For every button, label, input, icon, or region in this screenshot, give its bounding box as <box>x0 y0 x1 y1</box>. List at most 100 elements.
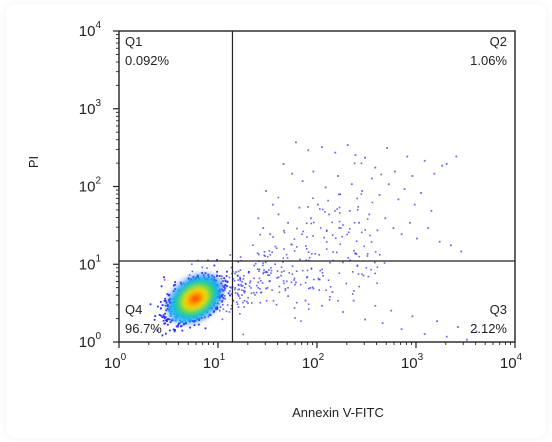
event-dot <box>229 286 231 288</box>
event-dot <box>323 236 325 239</box>
event-dot <box>237 294 239 296</box>
event-dot <box>348 228 351 230</box>
event-dot <box>308 287 310 290</box>
event-dot <box>352 271 354 273</box>
event-dot <box>305 222 308 225</box>
event-dot <box>228 311 231 313</box>
event-dot <box>328 299 331 301</box>
event-dot <box>337 300 339 302</box>
event-dot <box>236 274 239 277</box>
event-dot <box>161 304 164 306</box>
y-axis-ticks: 100 101 102 103 104 <box>79 20 119 351</box>
event-dot <box>161 334 164 337</box>
event-dot <box>374 166 377 169</box>
event-dot <box>300 320 302 322</box>
event-dot <box>282 280 285 282</box>
event-dot <box>363 245 365 248</box>
x-tick-label: 103 <box>401 352 424 372</box>
event-dot <box>358 255 361 258</box>
event-dot <box>378 194 381 196</box>
event-dot <box>277 276 280 279</box>
event-dot <box>276 277 278 279</box>
event-dot <box>271 289 273 291</box>
event-dot <box>226 285 228 288</box>
event-dot <box>249 282 251 284</box>
event-dot <box>257 281 260 284</box>
event-dot <box>266 271 269 273</box>
event-dot <box>356 197 359 200</box>
event-dot <box>366 255 369 257</box>
event-dot <box>228 276 231 279</box>
event-dot <box>376 229 379 232</box>
event-dot <box>321 304 323 307</box>
event-dot <box>163 300 166 302</box>
event-dot <box>304 299 307 302</box>
event-dot <box>466 338 468 341</box>
event-dot <box>163 317 166 320</box>
event-dot <box>304 281 307 284</box>
event-dot <box>314 253 316 255</box>
x-tick-label: 102 <box>302 352 325 372</box>
event-dot <box>338 220 341 223</box>
event-dot <box>213 264 216 267</box>
event-dot <box>386 147 388 149</box>
event-dot <box>345 282 348 285</box>
event-dot <box>457 326 459 328</box>
event-dot <box>411 315 414 318</box>
event-dot <box>322 275 324 277</box>
event-dot <box>268 269 270 271</box>
event-dot <box>324 186 327 189</box>
event-dot <box>321 146 323 148</box>
event-dot <box>229 290 231 292</box>
event-dot <box>331 234 334 236</box>
event-dot <box>274 263 276 265</box>
event-dot <box>277 196 280 199</box>
event-dot <box>369 234 371 237</box>
event-dot <box>253 292 255 294</box>
event-dot <box>240 285 243 287</box>
event-dot <box>239 269 242 271</box>
y-tick-label: 103 <box>79 98 102 118</box>
event-dot <box>216 259 218 261</box>
event-dot <box>301 180 304 183</box>
event-dot <box>307 149 310 152</box>
event-dot <box>283 229 285 232</box>
event-dot <box>306 269 309 272</box>
event-dot <box>234 272 236 275</box>
event-dot <box>436 320 438 323</box>
event-dot <box>206 267 208 269</box>
event-dot <box>361 190 364 192</box>
event-dot <box>263 254 265 257</box>
event-dot <box>301 233 303 235</box>
event-dot <box>327 199 329 202</box>
event-dot <box>283 248 285 250</box>
event-dot <box>283 231 286 234</box>
event-dot <box>325 248 328 250</box>
event-dot <box>181 329 184 332</box>
event-dot <box>291 265 294 267</box>
event-dot <box>317 203 319 206</box>
event-dot <box>346 233 348 236</box>
event-dot <box>240 283 242 286</box>
event-dot <box>149 303 152 306</box>
event-dot <box>387 183 390 186</box>
event-dot <box>272 236 274 238</box>
event-dot <box>232 278 235 280</box>
event-dot <box>325 230 328 232</box>
event-dot <box>234 292 237 294</box>
event-dot <box>230 266 233 269</box>
event-dot <box>191 263 193 265</box>
event-dot <box>299 283 302 286</box>
event-dot <box>237 270 240 273</box>
event-dot <box>312 235 314 237</box>
event-dot <box>354 252 356 255</box>
event-dot <box>307 251 310 253</box>
event-dot <box>322 208 324 211</box>
event-dot <box>163 276 165 279</box>
event-dot <box>319 208 321 210</box>
event-dot <box>168 329 171 332</box>
event-dot <box>296 227 298 230</box>
event-dot <box>238 284 240 287</box>
event-dot <box>237 306 240 308</box>
event-dot <box>269 233 272 236</box>
